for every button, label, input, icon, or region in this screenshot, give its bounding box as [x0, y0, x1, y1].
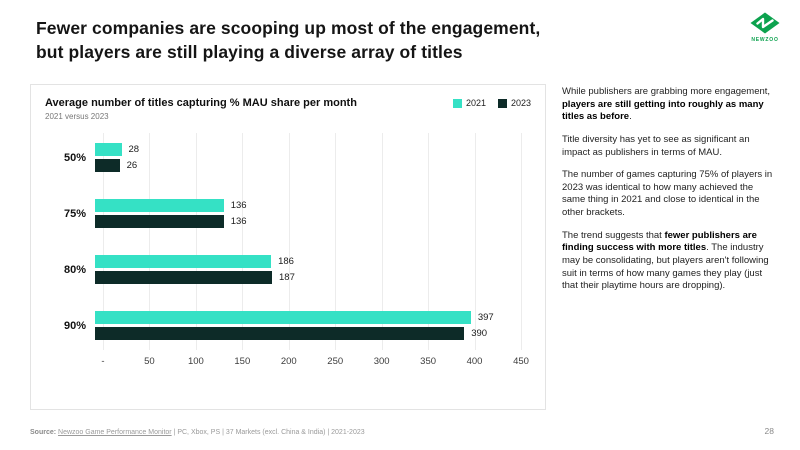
bar-2021: [95, 199, 224, 212]
bar-line: 186: [95, 255, 521, 268]
value-label: 136: [230, 200, 247, 211]
paragraph-text: .: [629, 111, 632, 123]
bar-line: 390: [95, 327, 521, 340]
gridline: [195, 133, 197, 350]
title-line-2: but players are still playing a diverse …: [36, 42, 463, 63]
legend-item-2021: 2021: [452, 98, 486, 108]
commentary-paragraph-4: The trend suggests that fewer publishers…: [562, 230, 778, 293]
legend-swatch: [452, 98, 462, 108]
chart-card: Average number of titles capturing % MAU…: [30, 84, 546, 410]
newzoo-logo-icon: [750, 12, 780, 34]
chart-header: Average number of titles capturing % MAU…: [45, 97, 531, 121]
x-tick-label: 450: [513, 356, 529, 367]
x-tick-label: -: [101, 356, 105, 367]
chart-title-block: Average number of titles capturing % MAU…: [45, 97, 357, 121]
x-tick-label: 50: [144, 356, 155, 367]
bar-line: 28: [95, 143, 521, 156]
commentary: While publishers are grabbing more engag…: [562, 86, 778, 303]
bar-line: 136: [95, 215, 521, 228]
x-tick-label: 300: [373, 356, 390, 367]
gridline: [428, 133, 430, 350]
gridline: [381, 133, 383, 350]
commentary-paragraph-2: Title diversity has yet to see as signif…: [562, 133, 750, 158]
bar-group: 397 390: [95, 311, 521, 340]
category-label: 50%: [63, 151, 86, 164]
paragraph-text: While publishers are grabbing more engag…: [562, 86, 771, 97]
x-tick-label: 100: [187, 356, 204, 367]
chart-row: 90% 397 390: [45, 311, 531, 340]
chart-row: 80% 186 187: [45, 255, 531, 284]
bar-line: 26: [95, 159, 521, 172]
gridline: [521, 133, 522, 350]
x-axis: - 50 100 150 200 250 300 350 400 450: [101, 356, 529, 370]
page-title: Fewer companies are scooping up most of …: [36, 16, 540, 64]
bar-group: 136 136: [95, 199, 521, 228]
paragraph-text: . The industry may be consolidating, but…: [562, 242, 769, 292]
value-label: 186: [278, 256, 294, 267]
category-label: 75%: [63, 207, 86, 220]
bar-2023: [95, 159, 120, 172]
x-tick-label: 200: [280, 356, 297, 367]
bar-group: 28 26: [95, 143, 521, 172]
gridlines: [103, 133, 522, 350]
x-tick-label: 250: [327, 356, 344, 367]
paragraph-text: The trend suggests that: [562, 229, 665, 241]
gridline: [149, 133, 151, 350]
bar-line: 136: [95, 199, 521, 212]
newzoo-logo-text: newzoo: [751, 37, 779, 43]
bar-line: 397: [95, 311, 521, 324]
gridline: [288, 133, 290, 350]
paragraph-bold-text: players are still getting into roughly a…: [562, 98, 764, 123]
source-note: Source: Newzoo Game Performance Monitor …: [30, 429, 365, 436]
x-tick-label: 350: [420, 356, 437, 367]
source-label: Source:: [30, 429, 57, 436]
plot-rows: 50% 28 26 75% 136 136 80% 186 187 90% 397 390: [45, 143, 531, 340]
bar-2023: [95, 271, 273, 284]
chart-row: 75% 136 136: [45, 199, 531, 228]
legend-label: 2023: [510, 98, 531, 108]
chart-row: 50% 28 26: [45, 143, 531, 172]
title-line-1: Fewer companies are scooping up most of …: [36, 18, 541, 38]
page-number: 28: [764, 426, 774, 436]
value-label: 187: [279, 272, 295, 283]
category-label: 80%: [63, 263, 86, 276]
gridline: [335, 133, 337, 350]
plot-rows-wrap: 50% 28 26 75% 136 136 80% 186 187 90% 397 390: [45, 133, 531, 350]
commentary-paragraph-3: The number of games capturing 75% of pla…: [562, 169, 773, 218]
legend-swatch: [497, 98, 507, 108]
x-tick-label: 400: [466, 356, 483, 367]
bar-line: 187: [95, 271, 521, 284]
bar-2023: [95, 215, 224, 228]
bar-2021: [95, 255, 272, 268]
value-label: 390: [471, 328, 488, 339]
chart-subtitle: 2021 versus 2023: [45, 112, 109, 121]
bar-group: 186 187: [95, 255, 521, 284]
value-label: 397: [477, 312, 494, 323]
plot: 50% 28 26 75% 136 136 80% 186 187 90% 397 390 -50 10…: [45, 133, 531, 370]
newzoo-logo: newzoo: [750, 12, 780, 43]
chart-title: Average number of titles capturing % MAU…: [45, 97, 357, 109]
legend-item-2023: 2023: [497, 98, 531, 108]
bar-2021: [95, 311, 471, 324]
gridline: [242, 133, 244, 350]
paragraph-bold-text: fewer publishers are finding success wit…: [562, 229, 757, 254]
bar-2021: [95, 143, 122, 156]
value-label: 26: [126, 160, 138, 171]
source-rest: | PC, Xbox, PS | 37 Markets (excl. China…: [171, 429, 365, 436]
gridline: [474, 133, 476, 350]
value-label: 136: [230, 216, 247, 227]
chart-legend: 2021 2023: [452, 98, 531, 108]
gridline: [103, 133, 104, 350]
legend-label: 2021: [465, 98, 486, 108]
commentary-paragraph-1: While publishers are grabbing more engag…: [562, 86, 778, 124]
category-label: 90%: [63, 319, 86, 332]
source-link[interactable]: Newzoo Game Performance Monitor: [58, 429, 172, 436]
bar-2023: [95, 327, 465, 340]
x-tick-label: 150: [234, 356, 251, 367]
value-label: 28: [128, 144, 140, 155]
